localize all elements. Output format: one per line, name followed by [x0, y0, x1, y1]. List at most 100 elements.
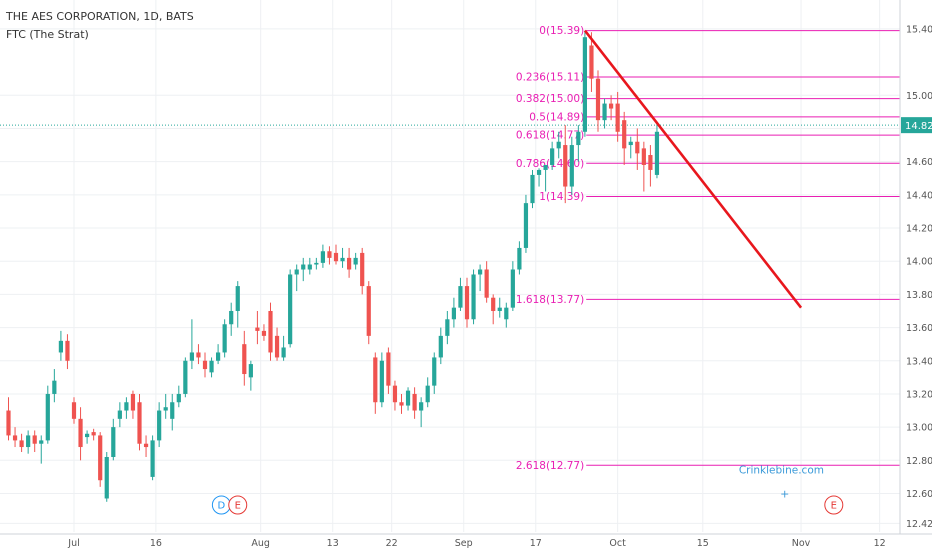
candle-body [183, 360, 188, 394]
candle-body [39, 440, 44, 444]
candle-body [314, 262, 319, 265]
candle-body [333, 252, 339, 262]
price-tick-label: 14.60 [906, 157, 932, 168]
price-tick-label: 12.60 [906, 489, 932, 500]
time-tick-label: 13 [327, 538, 339, 549]
event-marker-label: E [831, 501, 837, 512]
candlestick-series [6, 30, 660, 502]
trend-line[interactable] [583, 29, 803, 309]
fib-level-label: 1(14.39) [539, 191, 584, 203]
earnings-marker[interactable] [228, 495, 248, 515]
price-tick-label: 12.42 [906, 519, 932, 530]
candle-body [242, 344, 247, 375]
candle-body [399, 402, 404, 406]
candle-body [405, 390, 411, 406]
fib-level-label: 1.618(13.77) [516, 294, 584, 306]
candle-body [189, 352, 194, 361]
candle-body [104, 456, 109, 499]
candle-body [255, 327, 260, 331]
candle-body [392, 385, 398, 403]
time-tick-label: 22 [386, 538, 398, 549]
candle-body [301, 264, 306, 270]
price-tick-label: 15.40 [906, 24, 932, 35]
time-tick-label: Nov [792, 538, 811, 549]
price-tick-label: 14.00 [906, 257, 932, 268]
candle-body [595, 78, 601, 121]
candle-body [432, 357, 437, 386]
candle-body [497, 307, 502, 311]
candle-body [294, 269, 299, 275]
candle-body [261, 330, 267, 336]
candle-body [360, 252, 365, 287]
candle-body [563, 145, 568, 187]
price-tick-label: 13.40 [906, 356, 932, 367]
candle-body [124, 402, 129, 411]
price-axis[interactable]: 15.4015.0014.8014.6014.4014.2014.0013.80… [899, 0, 932, 534]
candle-body [176, 393, 181, 403]
fib-level-label: 2.618(12.77) [516, 460, 584, 472]
candle-body [98, 435, 103, 481]
candle-body [412, 393, 417, 411]
candle-body [458, 286, 463, 308]
event-marker-label: D [218, 501, 226, 512]
candle-body [576, 131, 581, 146]
candle-body [6, 410, 11, 436]
fib-level-label: 0.5(14.89) [529, 111, 584, 123]
fibonacci-levels[interactable]: 0(15.39) 0.236(15.11) 0.382(15.00) 0.5(14.8… [516, 25, 900, 472]
candle-body [26, 435, 31, 448]
grid-lines [0, 0, 900, 532]
candle-body [491, 297, 496, 311]
candle-body [478, 269, 483, 275]
time-tick-label: Sep [455, 538, 473, 549]
candle-body [379, 360, 384, 403]
candle-body [19, 440, 24, 448]
chart-symbol-title: THE AES CORPORATION, 1D, BATS [6, 10, 194, 23]
candle-body [654, 131, 660, 175]
candle-body [248, 364, 253, 378]
candle-body [12, 435, 18, 441]
candle-body [622, 120, 627, 149]
candle-body [143, 443, 149, 448]
price-tick-label: 15.00 [906, 91, 932, 102]
earnings-marker[interactable] [824, 495, 844, 515]
candle-body [202, 360, 208, 370]
price-tick-label: 14.20 [906, 224, 932, 235]
time-axis[interactable]: Jul 16 Aug 13 22 Sep 17 Oct 15 Nov 12 [0, 533, 932, 549]
indicator-title: FTC (The Strat) [6, 28, 89, 41]
candle-body [589, 45, 594, 79]
time-tick-label: Aug [251, 538, 270, 549]
candle-body [216, 352, 221, 361]
candle-body [157, 410, 162, 441]
time-tick-label: 17 [530, 538, 542, 549]
candle-body [510, 269, 515, 308]
candle-body [530, 174, 535, 204]
candle-body [366, 286, 371, 336]
candle-body [504, 307, 509, 320]
candle-body [229, 310, 234, 325]
candle-body [615, 103, 620, 132]
fib-level-label: 0.382(15.00) [516, 93, 584, 105]
candle-body [419, 402, 424, 411]
candle-body [71, 402, 77, 419]
candle-body [196, 352, 201, 358]
time-tick-label: Jul [67, 538, 79, 549]
candle-body [320, 251, 325, 263]
fib-level-label: 0.618(14.77) [516, 130, 584, 142]
last-price-tag-label: 14.82 [905, 121, 932, 132]
candle-body [163, 407, 168, 411]
candle-body [543, 164, 548, 170]
candle-body [353, 257, 358, 265]
candle-body [281, 347, 286, 358]
candle-body [425, 385, 430, 403]
candle-body [609, 103, 614, 109]
candle-body [451, 307, 456, 320]
candle-body [130, 393, 136, 411]
price-tick-label: 13.00 [906, 423, 932, 434]
candle-body [556, 141, 561, 149]
candle-body [347, 257, 352, 270]
candle-body [569, 145, 574, 187]
candle-body [274, 335, 280, 358]
candle-body [111, 427, 116, 457]
